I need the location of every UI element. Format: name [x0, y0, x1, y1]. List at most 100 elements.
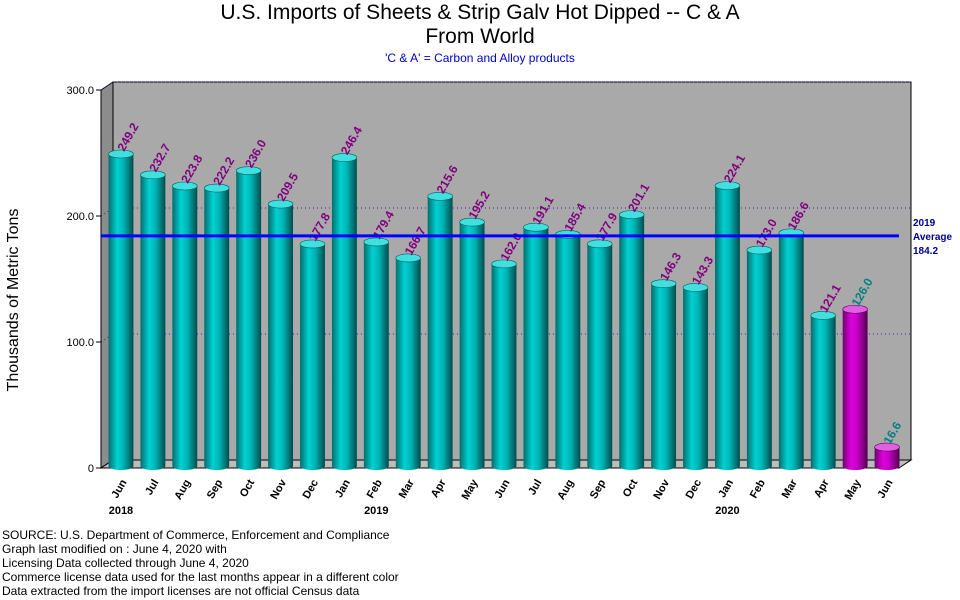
bar — [874, 447, 900, 466]
bar — [491, 263, 517, 466]
x-tick-label: May — [843, 477, 865, 502]
average-label: 184.2 — [913, 246, 938, 257]
footer-line: SOURCE: U.S. Department of Commerce, Enf… — [2, 528, 390, 542]
bar — [778, 232, 804, 466]
bar-top — [618, 210, 645, 219]
chart-subtitle: 'C & A' = Carbon and Alloy products — [385, 51, 575, 65]
x-tick-label: Oct — [238, 477, 258, 499]
bar-base — [874, 462, 900, 470]
bar-top — [650, 279, 677, 288]
bar — [140, 174, 166, 466]
x-tick-label: May — [460, 477, 482, 502]
x-tick-label: Feb — [365, 477, 385, 500]
average-label: 2019 — [913, 218, 936, 229]
bar-base — [331, 462, 357, 470]
bar — [555, 234, 581, 466]
bar — [268, 204, 294, 466]
bar — [459, 222, 485, 466]
bar-top — [427, 192, 453, 201]
bar — [236, 170, 262, 466]
chart-title-line2: From World — [425, 25, 535, 48]
bar-base — [810, 462, 836, 470]
bar-base — [427, 462, 453, 470]
bar-base — [714, 462, 740, 470]
bar-base — [363, 462, 389, 470]
bar-top — [299, 239, 326, 249]
bar-base — [395, 462, 421, 470]
bar-base — [683, 462, 708, 470]
bar — [842, 309, 868, 466]
x-tick-label: Sep — [588, 477, 609, 501]
footer-line: Licensing Data collected through June 4,… — [2, 556, 249, 570]
x-tick-label: Jun — [109, 477, 129, 500]
bar-base — [587, 462, 613, 470]
bar-base — [746, 462, 772, 470]
bar-base — [778, 462, 804, 470]
x-tick-label: Nov — [268, 477, 289, 502]
bar-base — [204, 462, 230, 470]
bar — [300, 243, 325, 466]
bar-top — [523, 222, 549, 232]
year-label: 2018 — [109, 505, 133, 517]
gridline-side — [100, 81, 114, 91]
x-tick-label: Jun — [492, 477, 512, 500]
bar-top — [235, 166, 262, 175]
bar-top — [682, 283, 709, 292]
x-tick-label: Jul — [143, 478, 161, 498]
x-tick-label: Jun — [875, 477, 895, 500]
footer-line: Graph last modified on : June 4, 2020 wi… — [2, 542, 227, 556]
bar — [587, 243, 613, 466]
bar-base — [268, 462, 294, 470]
x-tick-label: Sep — [205, 477, 226, 501]
bar-top — [172, 181, 198, 191]
bar-base — [523, 462, 549, 470]
bar-base — [300, 462, 325, 470]
bar-base — [108, 462, 134, 470]
x-tick-label: Mar — [780, 477, 801, 501]
bar-top — [267, 199, 294, 209]
bar-base — [172, 462, 198, 470]
x-tick-label: Oct — [621, 477, 641, 499]
bar — [683, 287, 708, 466]
bar-top — [810, 311, 836, 320]
bar-top — [459, 217, 485, 227]
x-tick-label: Dec — [684, 478, 704, 501]
bar-base — [140, 462, 166, 470]
bar-top — [587, 239, 613, 249]
bar — [331, 157, 357, 466]
bar — [523, 227, 549, 466]
bar — [172, 186, 198, 466]
bar-top — [874, 442, 900, 452]
y-tick-label: 100.0 — [66, 337, 94, 349]
bar — [619, 214, 645, 466]
bar-top — [395, 253, 421, 263]
x-tick-label: Apr — [429, 477, 449, 500]
x-tick-label: Aug — [555, 478, 576, 503]
y-tick-label: 200.0 — [66, 211, 94, 223]
footer-line: Commerce license data used for the last … — [2, 570, 399, 584]
bar-top — [714, 181, 741, 190]
bar-top — [363, 237, 390, 247]
bar-top — [108, 149, 134, 159]
bar-top — [203, 183, 230, 193]
bar-top — [140, 170, 166, 180]
bar-top — [491, 259, 517, 269]
year-label: 2019 — [364, 505, 388, 517]
bar-top — [746, 245, 773, 255]
x-tick-label: Feb — [748, 477, 768, 500]
x-tick-label: Jul — [526, 478, 544, 498]
bar-top — [331, 153, 358, 162]
x-tick-label: Nov — [651, 477, 672, 502]
bar-base — [491, 462, 517, 470]
bar-top — [842, 304, 868, 314]
bar — [395, 257, 421, 466]
bar — [651, 283, 677, 466]
average-label: Average — [913, 232, 953, 243]
bar — [204, 188, 230, 466]
footer-line: Data extracted from the import licenses … — [2, 584, 360, 598]
source-footer: SOURCE: U.S. Department of Commerce, Enf… — [2, 528, 399, 598]
year-label: 2020 — [715, 505, 739, 517]
bar-base — [619, 462, 645, 470]
chart-title: U.S. Imports of Sheets & Strip Galv Hot … — [220, 1, 740, 24]
